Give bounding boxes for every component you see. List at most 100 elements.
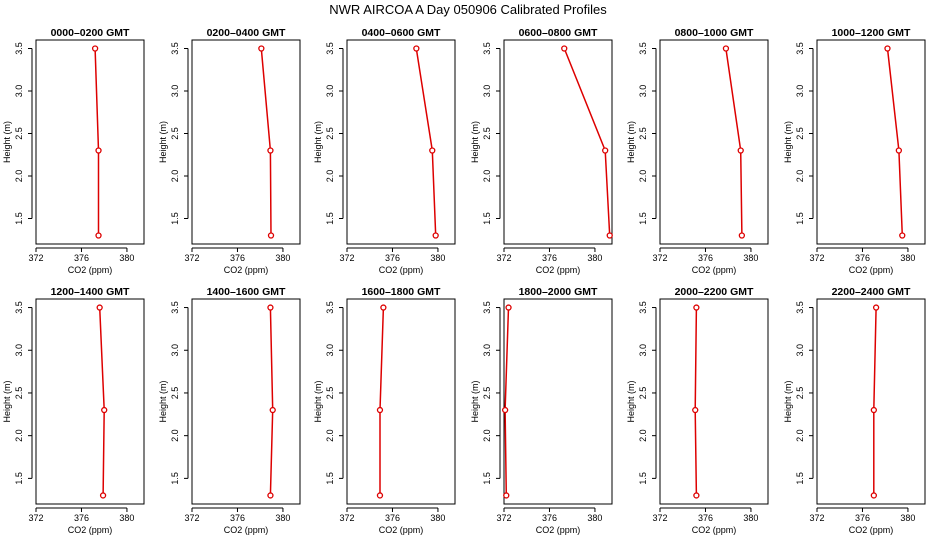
data-point [99, 492, 107, 499]
profile-line [94, 48, 100, 236]
panel-5: 0800–1000 GMT 372 376 380 CO2 (ppm) 1.5 2.0 2.5… [626, 27, 769, 275]
x-axis-label: CO2 (ppm) [379, 525, 424, 535]
x-axis-label: CO2 (ppm) [224, 265, 269, 275]
plot-frame [503, 298, 613, 505]
y-tick-label: 1.5 [170, 212, 180, 225]
data-point [503, 492, 510, 499]
profile-line [269, 307, 274, 496]
y-axis-label: Height (m) [783, 380, 793, 422]
data-point [693, 304, 700, 311]
y-tick-label: 3.0 [482, 85, 492, 98]
x-tick-label: 376 [698, 513, 713, 523]
y-axis-label: Height (m) [2, 380, 12, 422]
y-tick-label: 3.0 [638, 344, 648, 357]
x-tick-label: 376 [74, 513, 89, 523]
plot-frame [503, 39, 613, 245]
y-tick-label: 3.5 [170, 301, 180, 314]
plot-frame [191, 39, 301, 245]
panel-title: 0000–0200 GMT [51, 27, 130, 39]
y-tick-label: 2.5 [170, 387, 180, 400]
data-point [95, 147, 102, 154]
y-tick-label: 1.5 [795, 212, 805, 225]
y-tick-label: 1.5 [795, 472, 805, 485]
y-tick-label: 1.5 [482, 212, 492, 225]
y-tick-label: 1.5 [325, 212, 335, 225]
y-tick-label: 2.0 [795, 429, 805, 442]
y-tick-label: 3.0 [325, 344, 335, 357]
panel-10: 1800–2000 GMT 372 376 380 CO2 (ppm) 1.5 2.0 2.5… [470, 286, 613, 535]
data-point [413, 45, 420, 52]
data-point [602, 147, 609, 154]
y-tick-label: 2.5 [14, 387, 24, 400]
y-tick-label: 2.0 [638, 170, 648, 183]
y-tick-label: 2.5 [638, 387, 648, 400]
x-tick-label: 372 [28, 513, 43, 523]
y-tick-label: 1.5 [482, 472, 492, 485]
y-tick-label: 2.5 [638, 127, 648, 140]
panel-title: 2000–2200 GMT [675, 286, 754, 298]
profile-line [379, 307, 385, 496]
data-point [432, 232, 439, 239]
data-point [267, 232, 275, 239]
panel-6: 1000–1200 GMT 372 376 380 CO2 (ppm) 1.5 2.0 2.5… [783, 27, 926, 275]
x-tick-label: 380 [119, 253, 134, 263]
data-point [692, 406, 699, 414]
x-axis-label: CO2 (ppm) [536, 525, 581, 535]
y-tick-label: 3.5 [170, 42, 180, 55]
data-point [693, 492, 700, 499]
plot-frame [816, 39, 926, 245]
y-axis-label: Height (m) [470, 380, 480, 422]
data-point [895, 147, 903, 154]
plot-frame [816, 298, 926, 505]
y-tick-label: 2.0 [638, 429, 648, 442]
data-point [870, 492, 877, 499]
data-point [561, 45, 568, 52]
profile-line [415, 48, 437, 236]
y-tick-label: 2.0 [14, 170, 24, 183]
panel-11: 2000–2200 GMT 372 376 380 CO2 (ppm) 1.5 2.0 2.5… [626, 286, 769, 535]
y-tick-label: 3.5 [638, 301, 648, 314]
x-tick-label: 372 [652, 253, 667, 263]
x-axis-label: CO2 (ppm) [692, 525, 737, 535]
data-point [376, 406, 384, 414]
y-axis-label: Height (m) [313, 121, 323, 163]
x-tick-label: 380 [587, 513, 602, 523]
x-tick-label: 376 [74, 253, 89, 263]
y-tick-label: 3.5 [325, 301, 335, 314]
y-tick-label: 2.0 [325, 170, 335, 183]
x-tick-label: 376 [385, 253, 400, 263]
y-tick-label: 3.5 [795, 42, 805, 55]
y-tick-label: 2.5 [795, 387, 805, 400]
x-axis-label: CO2 (ppm) [379, 265, 424, 275]
y-tick-label: 2.5 [14, 127, 24, 140]
x-tick-label: 380 [900, 253, 915, 263]
panel-4: 0600–0800 GMT 372 376 380 CO2 (ppm) 1.5 2.0 2.5… [470, 27, 613, 275]
y-tick-label: 3.0 [795, 344, 805, 357]
panel-title: 2200–2400 GMT [832, 286, 911, 298]
profile-line [504, 307, 510, 496]
x-axis-label: CO2 (ppm) [536, 265, 581, 275]
x-axis-label: CO2 (ppm) [849, 525, 894, 535]
y-tick-label: 3.0 [638, 85, 648, 98]
profile-line [563, 48, 611, 236]
data-point [95, 232, 102, 239]
y-tick-label: 2.5 [325, 387, 335, 400]
y-tick-label: 2.0 [325, 429, 335, 442]
y-axis-label: Height (m) [158, 380, 168, 422]
y-axis-label: Height (m) [158, 121, 168, 163]
data-point [505, 304, 512, 311]
x-tick-label: 372 [339, 253, 354, 263]
panel-title: 1400–1600 GMT [207, 286, 286, 298]
y-tick-label: 2.5 [795, 127, 805, 140]
x-tick-label: 380 [430, 253, 445, 263]
y-tick-label: 1.5 [325, 472, 335, 485]
y-tick-label: 3.5 [325, 42, 335, 55]
data-point [267, 147, 274, 154]
y-tick-label: 3.5 [14, 42, 24, 55]
panel-2: 0200–0400 GMT 372 376 380 CO2 (ppm) 1.5 2.0 2.5… [158, 27, 301, 275]
profile-line [873, 307, 877, 496]
x-tick-label: 376 [385, 513, 400, 523]
panels-group: 0000–0200 GMT 372 376 380 CO2 (ppm) 1.5 2.0 2.5… [2, 27, 926, 535]
plot-frame [35, 39, 145, 245]
